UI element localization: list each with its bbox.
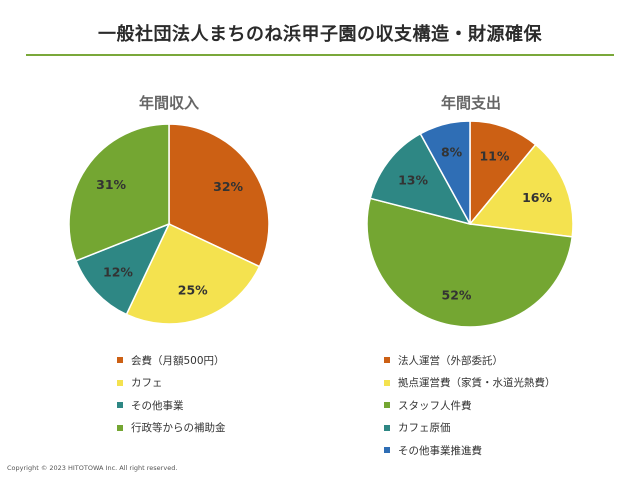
income-legend-label: 行政等からの補助金 [131,422,226,435]
page-title: 一般社団法人まちのね浜甲子園の収支構造・財源確保 [98,24,542,45]
title-divider [26,54,614,56]
income-slice-0 [168,123,270,268]
expense-legend-item: その他事業推進費 [384,439,556,462]
expense-data-label-1: 16% [522,190,552,205]
expense-slice-4 [419,120,471,225]
expense-data-label-4: 8% [441,145,463,160]
income-legend-swatch [117,357,123,364]
income-data-label-3: 31% [96,177,126,192]
income-data-label-1: 25% [178,282,208,297]
expense-legend-item: 拠点運営費（家賃・水道光熱費） [384,372,556,395]
expense-legend-label: 法人運営（外部委託） [398,354,503,367]
income-legend-label: 会費（月額500円） [131,354,225,367]
income-legend-swatch [117,402,123,409]
expense-legend-item: 法人運営（外部委託） [384,349,556,372]
expense-chart-title: 年間支出 [440,94,501,112]
income-legend-item: 会費（月額500円） [117,349,226,372]
income-legend-label: カフェ [131,377,163,390]
expense-legend-swatch [384,402,390,409]
expense-legend-item: カフェ原価 [384,417,556,440]
income-slice-2 [75,222,171,316]
expense-legend-label: スタッフ人件費 [398,399,472,412]
income-data-label-0: 32% [213,179,243,194]
expense-legend-item: スタッフ人件費 [384,394,556,417]
income-legend-label: その他事業 [131,399,184,412]
income-data-label-2: 12% [103,264,133,279]
expense-legend-label: カフェ原価 [398,422,451,435]
income-legend-swatch [117,379,123,386]
income-legend-item: 行政等からの補助金 [117,417,226,440]
expense-slice-3 [369,132,472,226]
expense-legend: 法人運営（外部委託） 拠点運営費（家賃・水道光熱費） スタッフ人件費 カフェ原価その他… [384,349,556,462]
income-pie: 32% 25% 12% 31% [68,123,270,325]
expense-data-label-2: 52% [442,287,472,302]
copyright-notice: Copyright © 2023 HITOTOWA Inc. All right… [7,464,178,472]
expense-legend-swatch [384,357,390,364]
expense-legend-label: その他事業推進費 [398,444,482,457]
expense-legend-label: 拠点運営費（家賃・水道光熱費） [398,377,556,390]
income-legend: 会費（月額500円） カフェその他事業行政等からの補助金 [117,349,226,439]
income-slice-3 [68,123,170,262]
expense-legend-swatch [384,379,390,386]
income-legend-swatch [117,424,123,431]
expense-slice-0 [469,120,537,227]
income-slice-1 [125,223,261,325]
expense-pie: 11% 16% 52% 13% 8% [366,120,574,328]
expense-slice-1 [468,143,574,238]
expense-legend-swatch [384,424,390,431]
income-chart-title: 年間収入 [138,94,199,112]
expense-data-label-3: 13% [398,172,428,187]
expense-slice-2 [366,197,574,328]
expense-data-label-0: 11% [479,149,509,164]
income-legend-item: その他事業 [117,394,226,417]
income-legend-item: カフェ [117,372,226,395]
expense-legend-swatch [384,447,390,454]
